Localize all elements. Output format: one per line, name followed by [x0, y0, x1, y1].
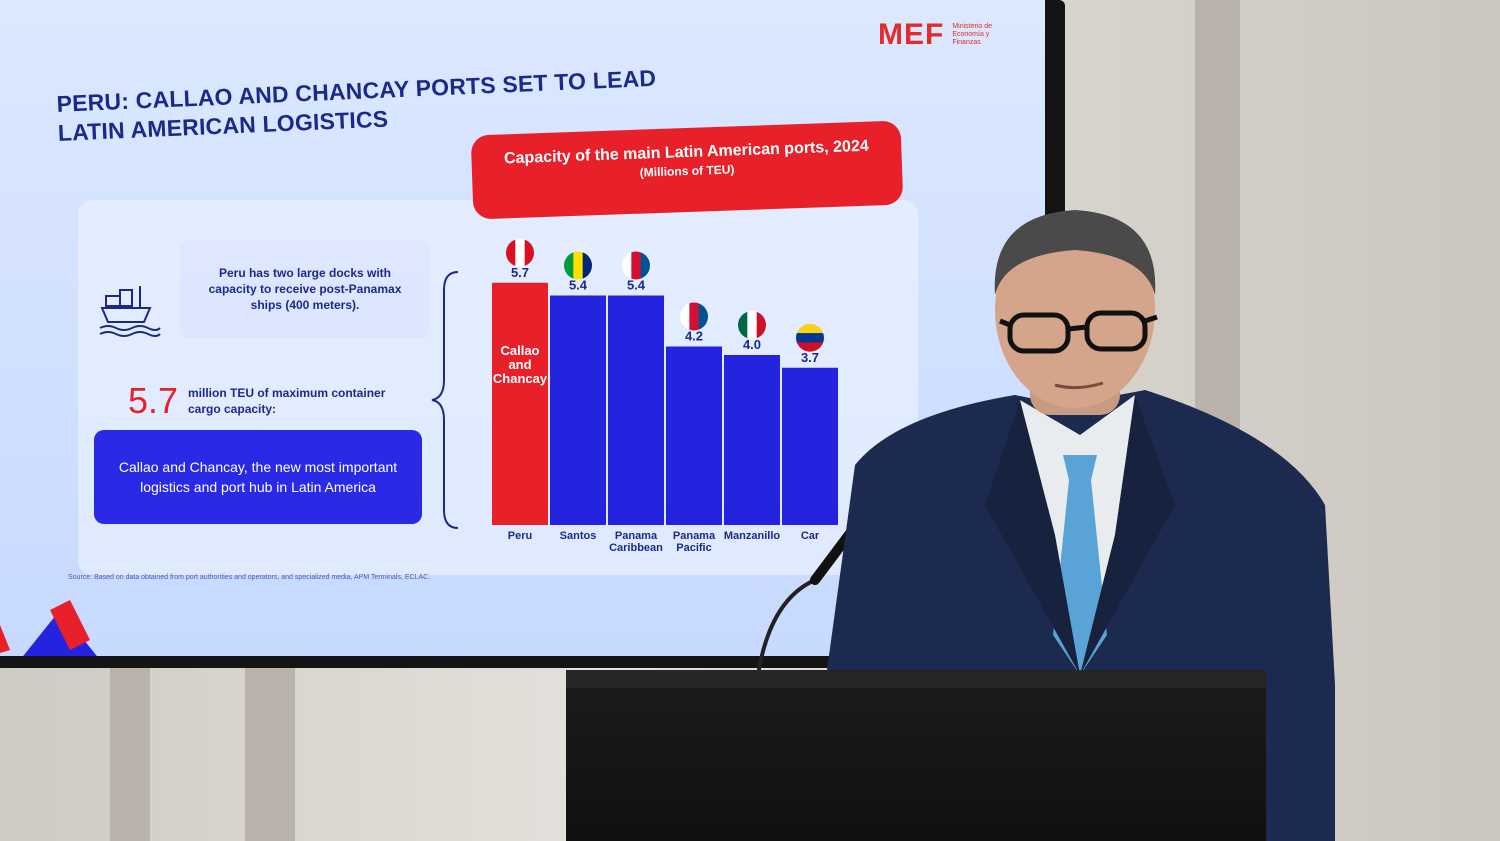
value-label-2: 5.4 [627, 278, 646, 293]
bar-4 [724, 355, 780, 525]
docks-info-box: Peru has two large docks with capacity t… [180, 240, 430, 338]
capacity-number: 5.7 [128, 380, 179, 421]
value-label-4: 4.0 [743, 337, 761, 352]
category-label-3: Panama Pacific [673, 530, 716, 554]
wall-pillar-left [110, 640, 150, 841]
corner-decoration [0, 600, 97, 656]
mexico-flag-icon [738, 311, 766, 339]
bar-1 [550, 295, 606, 525]
podium [566, 670, 1266, 841]
category-label-2: Panama Caribbean [609, 530, 663, 554]
peru-flag-icon [506, 238, 534, 267]
value-label-5: 3.7 [801, 350, 819, 365]
port-capacity-chart: 5.7 Peru 5.4 Santos 5.4 Panama Caribbean 4.2 Pan… [492, 238, 838, 554]
bar-0 [492, 282, 548, 525]
bar-3 [666, 346, 722, 525]
panama-flag-icon [680, 302, 708, 331]
curly-brace [431, 271, 459, 529]
category-label-4: Manzanillo [724, 530, 781, 542]
panama-flag-icon [622, 251, 650, 280]
category-label-1: Santos [560, 530, 597, 542]
hub-callout: Callao and Chancay, the new most importa… [94, 430, 422, 524]
source-note: Source: Based on data obtained from port… [68, 574, 431, 581]
tv-monitor: PERU: CALLAO AND CHANCAY PORTS SET TO LE… [0, 0, 1065, 668]
bar-2 [608, 295, 664, 525]
mef-logo-text: MEF [878, 18, 945, 51]
wall-pillar-mid [245, 640, 295, 841]
value-label-0: 5.7 [511, 265, 529, 280]
category-label-5: Car [801, 530, 820, 542]
highlight-bar-label: Callao and Chancay [493, 343, 548, 386]
value-label-3: 4.2 [685, 329, 703, 344]
capacity-description: million TEU of maximum container cargo c… [188, 386, 386, 416]
mef-logo: MEF Ministerio de Economía y Finanzas [878, 18, 1012, 52]
ship-icon [99, 286, 161, 337]
brazil-flag-icon [564, 251, 592, 280]
podium-top [566, 670, 1266, 688]
category-label-0: Peru [508, 530, 532, 542]
value-label-1: 5.4 [569, 278, 588, 293]
colombia-flag-icon [796, 323, 824, 352]
bar-5 [782, 367, 838, 525]
mef-logo-subtitle: Ministerio de Economía y Finanzas [952, 23, 993, 46]
